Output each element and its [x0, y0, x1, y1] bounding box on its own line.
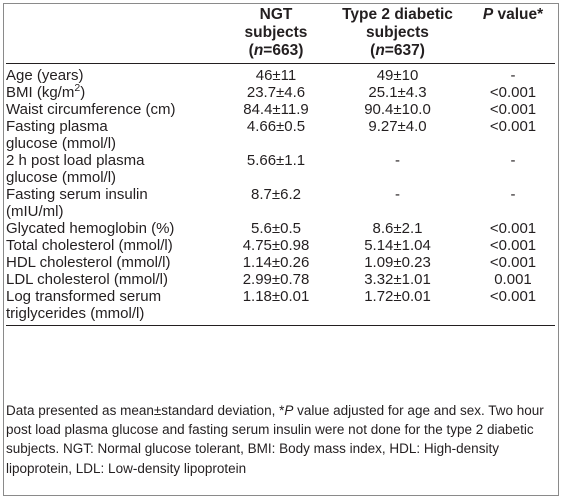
cell-ngt: 46±11: [255, 67, 297, 84]
header-ngt: NGT subjects (n=663): [244, 6, 308, 59]
cell-p: <0.001: [489, 288, 537, 305]
cell-p: <0.001: [489, 237, 537, 254]
cell-p: 0.001: [494, 271, 532, 288]
cell-p: <0.001: [489, 84, 537, 101]
row-label: Fasting plasma glucose (mmol/l): [6, 118, 117, 152]
row-label: BMI (kg/m2): [6, 82, 86, 101]
cell-type2: 8.6±2.1: [372, 220, 423, 237]
cell-type2: 3.32±1.01: [364, 271, 431, 288]
table-header-row: NGT subjects (n=663) Type 2 diabetic sub…: [6, 5, 555, 64]
table-row: Glycated hemoglobin (%) 5.6±0.5 8.6±2.1 …: [6, 220, 555, 237]
table-row: LDL cholesterol (mmol/l) 2.99±0.78 3.32±…: [6, 271, 555, 288]
cell-ngt: 5.6±0.5: [251, 220, 301, 237]
figure-border: [3, 3, 559, 496]
row-label: Age (years): [6, 67, 84, 84]
row-label: 2 h post load plasma glucose (mmol/l): [6, 152, 145, 186]
cell-type2: 25.1±4.3: [368, 84, 427, 101]
row-label: LDL cholesterol (mmol/l): [6, 271, 168, 288]
row-label: HDL cholesterol (mmol/l): [6, 254, 171, 271]
table-row: HDL cholesterol (mmol/l) 1.14±0.26 1.09±…: [6, 254, 555, 271]
cell-p: -: [510, 152, 516, 169]
cell-p: <0.001: [489, 118, 537, 135]
table-row: Fasting plasma glucose (mmol/l) 4.66±0.5 …: [6, 118, 555, 152]
table-row: Total cholesterol (mmol/l) 4.75±0.98 5.1…: [6, 237, 555, 254]
row-label: Total cholesterol (mmol/l): [6, 237, 173, 254]
table-row: BMI (kg/m2) 23.7±4.6 25.1±4.3 <0.001: [6, 82, 555, 101]
cell-ngt: 4.66±0.5: [246, 118, 306, 135]
table-row: 2 h post load plasma glucose (mmol/l) 5.6…: [6, 152, 555, 186]
cell-p: <0.001: [489, 220, 537, 237]
header-p-value: P value*: [482, 6, 544, 23]
cell-ngt: 1.18±0.01: [242, 288, 310, 305]
table-row: Log transformed serum triglycerides (mmol…: [6, 288, 555, 326]
cell-p: <0.001: [489, 254, 537, 271]
cell-type2: 1.72±0.01: [364, 288, 431, 305]
cell-type2: 49±10: [376, 67, 419, 84]
row-label: Waist circumference (cm): [6, 101, 176, 118]
cell-type2: -: [395, 186, 400, 203]
cell-type2: 1.09±0.23: [364, 254, 431, 271]
table-row: Waist circumference (cm) 84.4±11.9 90.4±…: [6, 101, 555, 118]
cell-p: -: [510, 67, 516, 84]
table-row: Age (years) 46±11 49±10 -: [6, 64, 555, 84]
data-table: NGT subjects (n=663) Type 2 diabetic sub…: [6, 5, 555, 326]
cell-ngt: 1.14±0.26: [242, 254, 310, 271]
cell-ngt: 84.4±11.9: [243, 101, 309, 118]
cell-type2: 5.14±1.04: [364, 237, 431, 254]
cell-ngt: 8.7±6.2: [251, 186, 301, 203]
cell-p: -: [510, 186, 516, 203]
cell-p: <0.001: [489, 101, 537, 118]
table-row: Fasting serum insulin (mIU/ml) 8.7±6.2 - …: [6, 186, 555, 220]
cell-ngt: 5.66±1.1: [246, 152, 306, 169]
cell-type2: 90.4±10.0: [364, 101, 431, 118]
cell-type2: -: [395, 152, 400, 169]
cell-type2: 9.27±4.0: [368, 118, 427, 135]
table-footnote: Data presented as mean±standard deviatio…: [6, 403, 544, 476]
row-label: Glycated hemoglobin (%): [6, 220, 175, 237]
header-type2: Type 2 diabetic subjects (n=637): [342, 6, 453, 59]
row-label: Log transformed serum triglycerides (mmol…: [6, 288, 162, 322]
header-label-column: [6, 5, 228, 64]
cell-ngt: 23.7±4.6: [246, 84, 306, 101]
cell-ngt: 2.99±0.78: [242, 271, 310, 288]
row-label: Fasting serum insulin (mIU/ml): [6, 186, 148, 220]
cell-ngt: 4.75±0.98: [242, 237, 310, 254]
